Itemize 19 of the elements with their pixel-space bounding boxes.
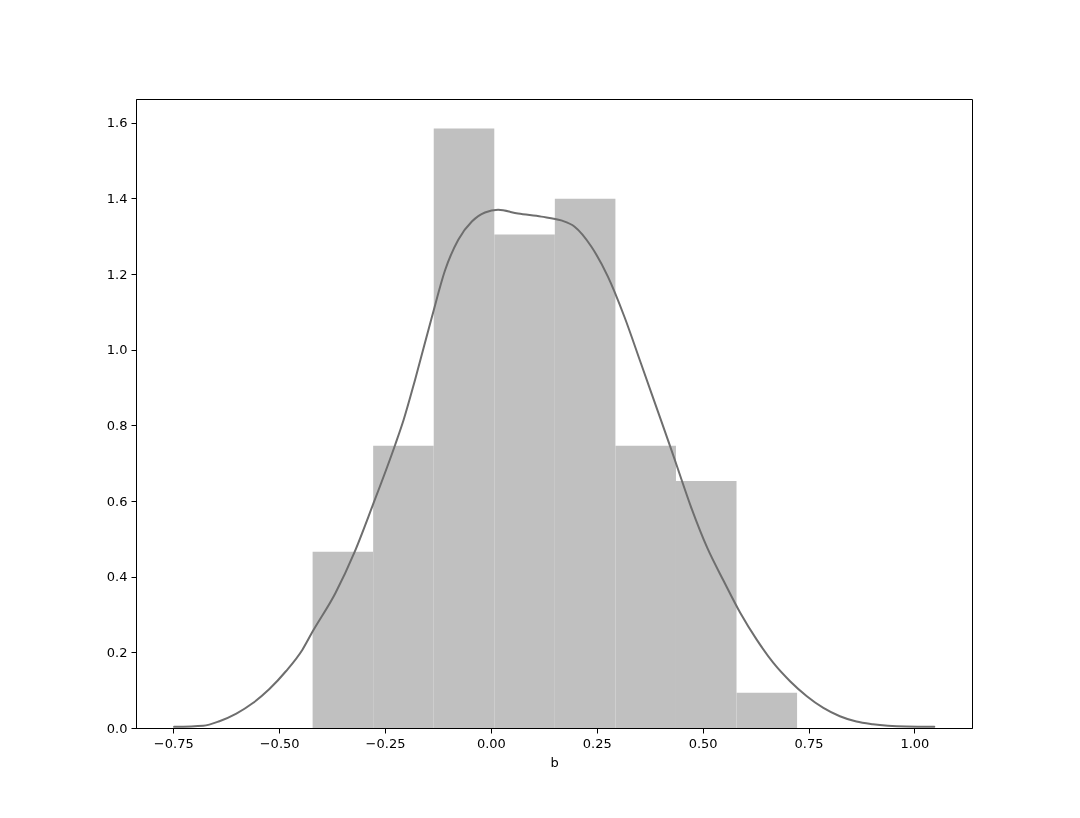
y-tick-label: 1.4 xyxy=(106,190,128,206)
y-tick-label: 0.6 xyxy=(106,493,128,509)
y-tick-label: 0.0 xyxy=(106,720,128,736)
x-tick-label: −0.50 xyxy=(259,735,300,751)
x-tick-label: −0.75 xyxy=(153,735,194,751)
y-tick-label: 0.2 xyxy=(106,644,128,660)
x-tick-label: 0.75 xyxy=(794,735,824,751)
line-series xyxy=(173,208,936,728)
y-tick-label: 0.4 xyxy=(106,569,128,585)
y-tick-label: 1.2 xyxy=(106,266,128,282)
x-tick-label: 0.00 xyxy=(476,735,506,751)
y-tick-label: 0.8 xyxy=(106,417,128,433)
y-tick-label: 1.6 xyxy=(106,115,128,131)
x-axis-title: b xyxy=(550,754,559,770)
y-tick-label: 1.0 xyxy=(106,342,128,358)
x-tick-label: −0.25 xyxy=(365,735,406,751)
x-tick-label: 1.00 xyxy=(900,735,930,751)
x-tick-label: 0.25 xyxy=(582,735,612,751)
x-tick-label: 0.50 xyxy=(688,735,718,751)
